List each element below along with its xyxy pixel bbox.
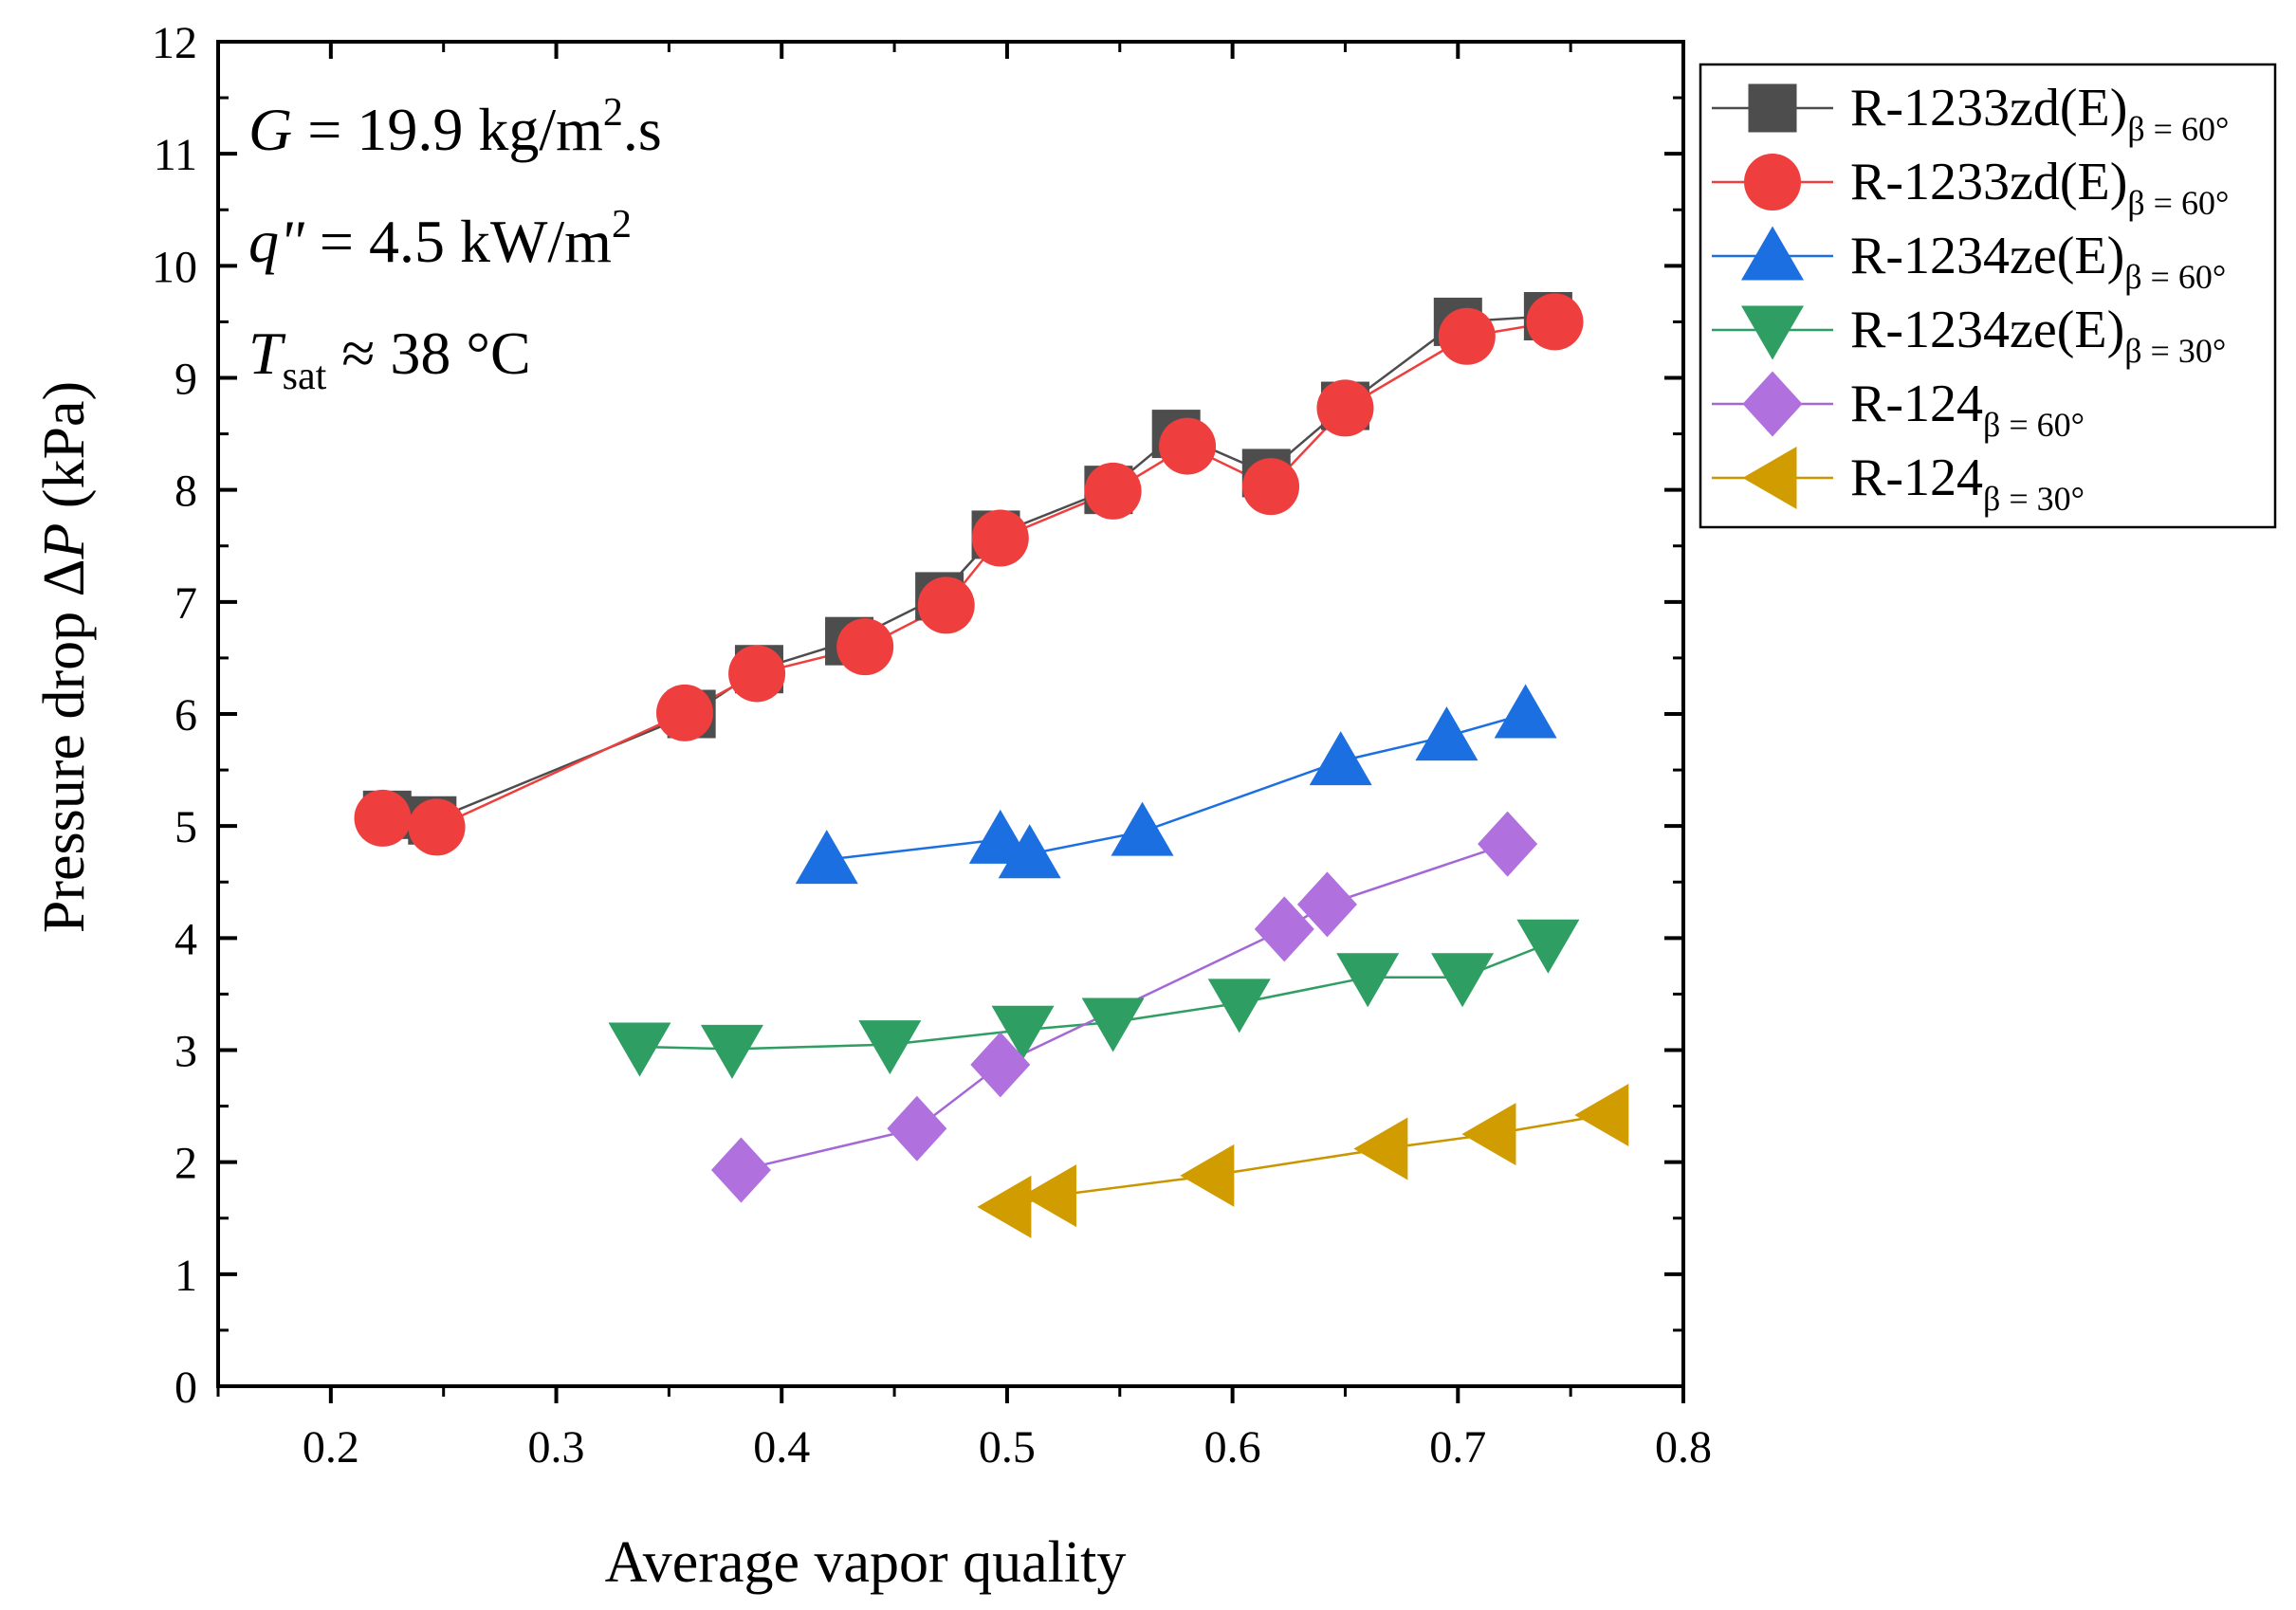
legend-marker-square: [1748, 83, 1797, 133]
x-tick-label: 0.5: [979, 1422, 1036, 1473]
series-line-2: [826, 712, 1526, 861]
annotation-2: q" = 4.5 kW/m2: [248, 203, 632, 275]
annotation-1: G = 19.9 kg/m2.s: [248, 91, 662, 163]
data-point-triangle-down: [1516, 919, 1580, 974]
data-point-triangle-down: [991, 1005, 1055, 1060]
data-point-diamond: [1254, 896, 1314, 962]
data-point-circle: [917, 576, 975, 634]
series-markers-2: [795, 684, 1557, 885]
series-markers-3: [608, 919, 1580, 1079]
legend-item: R-1234ze(E)β = 30°: [1712, 301, 2226, 370]
data-point-diamond: [970, 1032, 1031, 1098]
data-point-triangle-down: [1431, 953, 1495, 1008]
legend: R-1233zd(E)β = 60°R-1233zd(E)β = 60°R-12…: [1699, 63, 2277, 529]
legend-label: R-1234ze(E)β = 30°: [1850, 301, 2226, 370]
data-point-triangle-up: [1494, 684, 1557, 739]
y-tick-label: 12: [152, 18, 197, 68]
y-tick-label: 0: [174, 1363, 197, 1413]
data-point-circle: [1438, 307, 1496, 365]
y-tick-label: 4: [174, 914, 197, 964]
legend-item: R-1233zd(E)β = 60°: [1712, 79, 2229, 148]
data-point-triangle-left: [1574, 1084, 1629, 1147]
series-markers-0: [362, 292, 1572, 845]
series-line-4: [741, 842, 1508, 1172]
y-axis-title: Pressure drop ΔP (kPa): [32, 381, 97, 933]
data-point-triangle-down: [608, 1022, 671, 1077]
data-point-diamond: [710, 1137, 771, 1203]
data-point-triangle-up: [1415, 706, 1479, 761]
data-point-triangle-left: [977, 1175, 1032, 1238]
x-tick-label: 0.6: [1204, 1422, 1261, 1473]
x-axis-title: Average vapor quality: [605, 1530, 1127, 1595]
data-point-circle: [728, 645, 786, 703]
legend-label: R-1234ze(E)β = 60°: [1850, 227, 2226, 296]
data-point-diamond: [1296, 871, 1357, 938]
data-point-triangle-up: [1309, 731, 1372, 786]
data-point-circle: [836, 618, 894, 676]
y-tick-label: 11: [154, 130, 197, 180]
y-tick-label: 1: [174, 1251, 197, 1301]
data-point-circle: [656, 684, 714, 741]
legend-item: R-124β = 60°: [1712, 371, 2085, 444]
series-markers-1: [354, 293, 1584, 856]
x-tick-label: 0.2: [303, 1422, 359, 1473]
y-tick-label: 6: [174, 690, 197, 741]
legend-marker-triangle-down: [1741, 305, 1804, 360]
x-tick-label: 0.7: [1429, 1422, 1486, 1473]
data-point-triangle-left: [1021, 1164, 1076, 1228]
series-line-3: [639, 942, 1549, 1051]
data-point-triangle-left: [1180, 1143, 1235, 1207]
data-point-circle: [408, 798, 466, 856]
data-point-circle: [1242, 458, 1300, 516]
legend-marker-diamond: [1742, 371, 1803, 437]
y-tick-label: 8: [174, 467, 197, 517]
x-tick-label: 0.4: [753, 1422, 810, 1473]
data-point-triangle-down: [858, 1020, 922, 1075]
legend-marker-circle: [1744, 154, 1801, 210]
y-tick-label: 3: [174, 1027, 197, 1077]
legend-label: R-124β = 30°: [1850, 448, 2085, 518]
data-point-triangle-down: [700, 1024, 763, 1079]
data-point-circle: [354, 789, 412, 847]
legend-item: R-1233zd(E)β = 60°: [1712, 153, 2229, 222]
data-point-circle: [1526, 293, 1584, 351]
legend-marker-triangle-up: [1741, 226, 1804, 281]
data-point-circle: [1084, 462, 1142, 520]
x-tick-label: 0.3: [528, 1422, 585, 1473]
data-point-triangle-left: [1353, 1117, 1408, 1180]
legend-item: R-1234ze(E)β = 60°: [1712, 226, 2226, 296]
data-point-diamond: [1478, 811, 1538, 877]
legend-label: R-124β = 60°: [1850, 375, 2085, 444]
legend-label: R-1233zd(E)β = 60°: [1850, 79, 2229, 148]
data-point-triangle-left: [1461, 1103, 1516, 1166]
annotation-3: Tsat ≈ 38 °C: [248, 320, 531, 398]
data-point-triangle-up: [1111, 801, 1174, 856]
data-point-circle: [1316, 379, 1374, 437]
y-tick-label: 9: [174, 355, 197, 405]
data-point-triangle-down: [1081, 997, 1145, 1052]
y-tick-label: 7: [174, 578, 197, 629]
data-point-triangle-up: [795, 830, 858, 885]
series-markers-5: [977, 1084, 1629, 1238]
x-tick-label: 0.8: [1655, 1422, 1712, 1473]
series-markers-4: [710, 811, 1538, 1203]
legend-label: R-1233zd(E)β = 60°: [1850, 153, 2229, 222]
data-point-triangle-up: [998, 824, 1061, 879]
data-point-triangle-down: [1207, 979, 1271, 1034]
data-point-diamond: [887, 1095, 947, 1162]
y-tick-label: 2: [174, 1139, 197, 1189]
data-point-triangle-down: [1336, 953, 1400, 1008]
y-tick-label: 5: [174, 802, 197, 852]
data-point-circle: [971, 509, 1029, 567]
data-point-circle: [1159, 417, 1217, 475]
legend-item: R-124β = 30°: [1712, 447, 2085, 518]
y-tick-label: 10: [152, 242, 197, 292]
legend-marker-triangle-left: [1742, 447, 1797, 509]
